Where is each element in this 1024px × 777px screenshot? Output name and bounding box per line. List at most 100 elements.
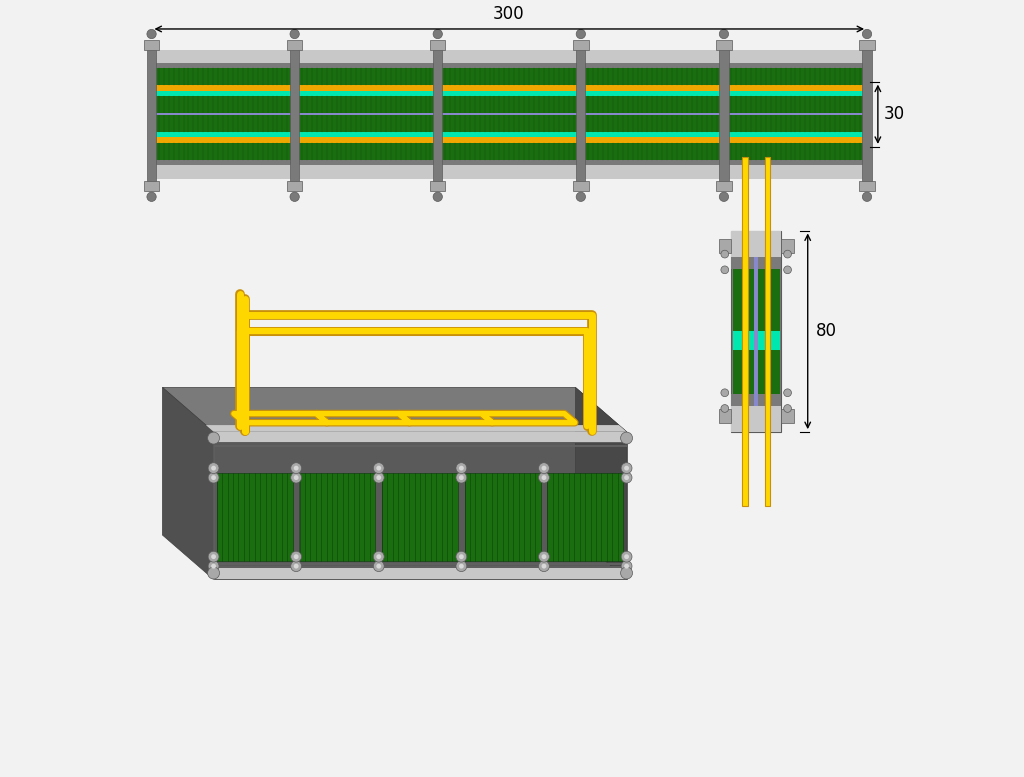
Bar xyxy=(859,181,874,190)
Circle shape xyxy=(542,564,547,569)
Circle shape xyxy=(459,564,464,569)
Bar xyxy=(146,44,157,183)
Bar xyxy=(862,44,871,183)
Circle shape xyxy=(146,192,157,201)
Polygon shape xyxy=(214,566,627,568)
Circle shape xyxy=(459,554,464,559)
Circle shape xyxy=(624,465,629,471)
Polygon shape xyxy=(206,425,627,432)
Circle shape xyxy=(622,472,632,483)
Circle shape xyxy=(624,554,629,559)
Circle shape xyxy=(577,30,586,39)
Bar xyxy=(152,113,867,116)
Polygon shape xyxy=(382,473,458,562)
Bar xyxy=(152,50,867,64)
Circle shape xyxy=(624,476,629,480)
Bar xyxy=(287,181,302,190)
Bar xyxy=(731,406,781,432)
Circle shape xyxy=(290,30,299,39)
Circle shape xyxy=(622,462,632,473)
Bar xyxy=(152,160,867,165)
Circle shape xyxy=(456,462,467,473)
Bar xyxy=(719,44,729,183)
Circle shape xyxy=(719,192,729,201)
Circle shape xyxy=(719,30,729,39)
Circle shape xyxy=(377,564,381,569)
Circle shape xyxy=(783,250,792,258)
Polygon shape xyxy=(465,473,541,562)
Circle shape xyxy=(294,554,299,559)
Bar xyxy=(781,409,794,423)
Bar xyxy=(573,181,589,190)
Circle shape xyxy=(208,567,219,579)
Circle shape xyxy=(862,30,871,39)
Text: 300: 300 xyxy=(494,5,524,23)
Circle shape xyxy=(459,465,464,471)
Bar xyxy=(290,44,299,183)
Bar xyxy=(731,256,781,269)
Circle shape xyxy=(721,405,729,413)
Polygon shape xyxy=(214,568,627,580)
Circle shape xyxy=(624,564,629,569)
Circle shape xyxy=(291,472,302,483)
Circle shape xyxy=(208,432,219,444)
Bar xyxy=(152,85,867,92)
Circle shape xyxy=(539,462,550,473)
Bar xyxy=(152,137,867,143)
Polygon shape xyxy=(575,388,627,580)
Bar xyxy=(716,181,732,190)
Circle shape xyxy=(294,564,299,569)
Circle shape xyxy=(374,561,384,572)
Bar xyxy=(152,143,867,160)
Bar xyxy=(732,331,754,350)
Bar xyxy=(719,239,731,253)
Circle shape xyxy=(783,405,792,413)
Polygon shape xyxy=(214,432,627,444)
Circle shape xyxy=(783,266,792,274)
Bar xyxy=(732,269,754,394)
Circle shape xyxy=(539,472,550,483)
Polygon shape xyxy=(214,432,627,580)
Circle shape xyxy=(622,551,632,562)
Bar xyxy=(152,92,867,96)
Circle shape xyxy=(377,554,381,559)
Circle shape xyxy=(374,462,384,473)
Circle shape xyxy=(721,250,729,258)
Circle shape xyxy=(783,388,792,396)
Circle shape xyxy=(374,551,384,562)
Circle shape xyxy=(377,465,381,471)
Circle shape xyxy=(433,30,442,39)
Circle shape xyxy=(208,472,219,483)
Circle shape xyxy=(211,476,216,480)
Bar xyxy=(430,40,445,50)
Circle shape xyxy=(374,472,384,483)
Circle shape xyxy=(542,476,547,480)
Circle shape xyxy=(721,388,729,396)
Polygon shape xyxy=(214,445,627,447)
Polygon shape xyxy=(214,442,627,444)
Circle shape xyxy=(291,561,302,572)
Bar xyxy=(742,157,748,506)
Circle shape xyxy=(621,567,633,579)
Circle shape xyxy=(862,192,871,201)
Bar xyxy=(781,239,794,253)
Circle shape xyxy=(377,476,381,480)
Polygon shape xyxy=(217,473,293,562)
Bar xyxy=(759,269,780,394)
Circle shape xyxy=(290,192,299,201)
Bar xyxy=(731,394,781,406)
Bar xyxy=(287,40,302,50)
Circle shape xyxy=(621,432,633,444)
Circle shape xyxy=(433,192,442,201)
Bar xyxy=(731,231,781,432)
Circle shape xyxy=(539,561,550,572)
Bar xyxy=(152,64,867,68)
Circle shape xyxy=(622,561,632,572)
Circle shape xyxy=(721,266,729,274)
Text: 30: 30 xyxy=(884,105,905,124)
Bar xyxy=(573,40,589,50)
Circle shape xyxy=(577,192,586,201)
Circle shape xyxy=(208,551,219,562)
Bar xyxy=(759,331,780,350)
Circle shape xyxy=(291,551,302,562)
